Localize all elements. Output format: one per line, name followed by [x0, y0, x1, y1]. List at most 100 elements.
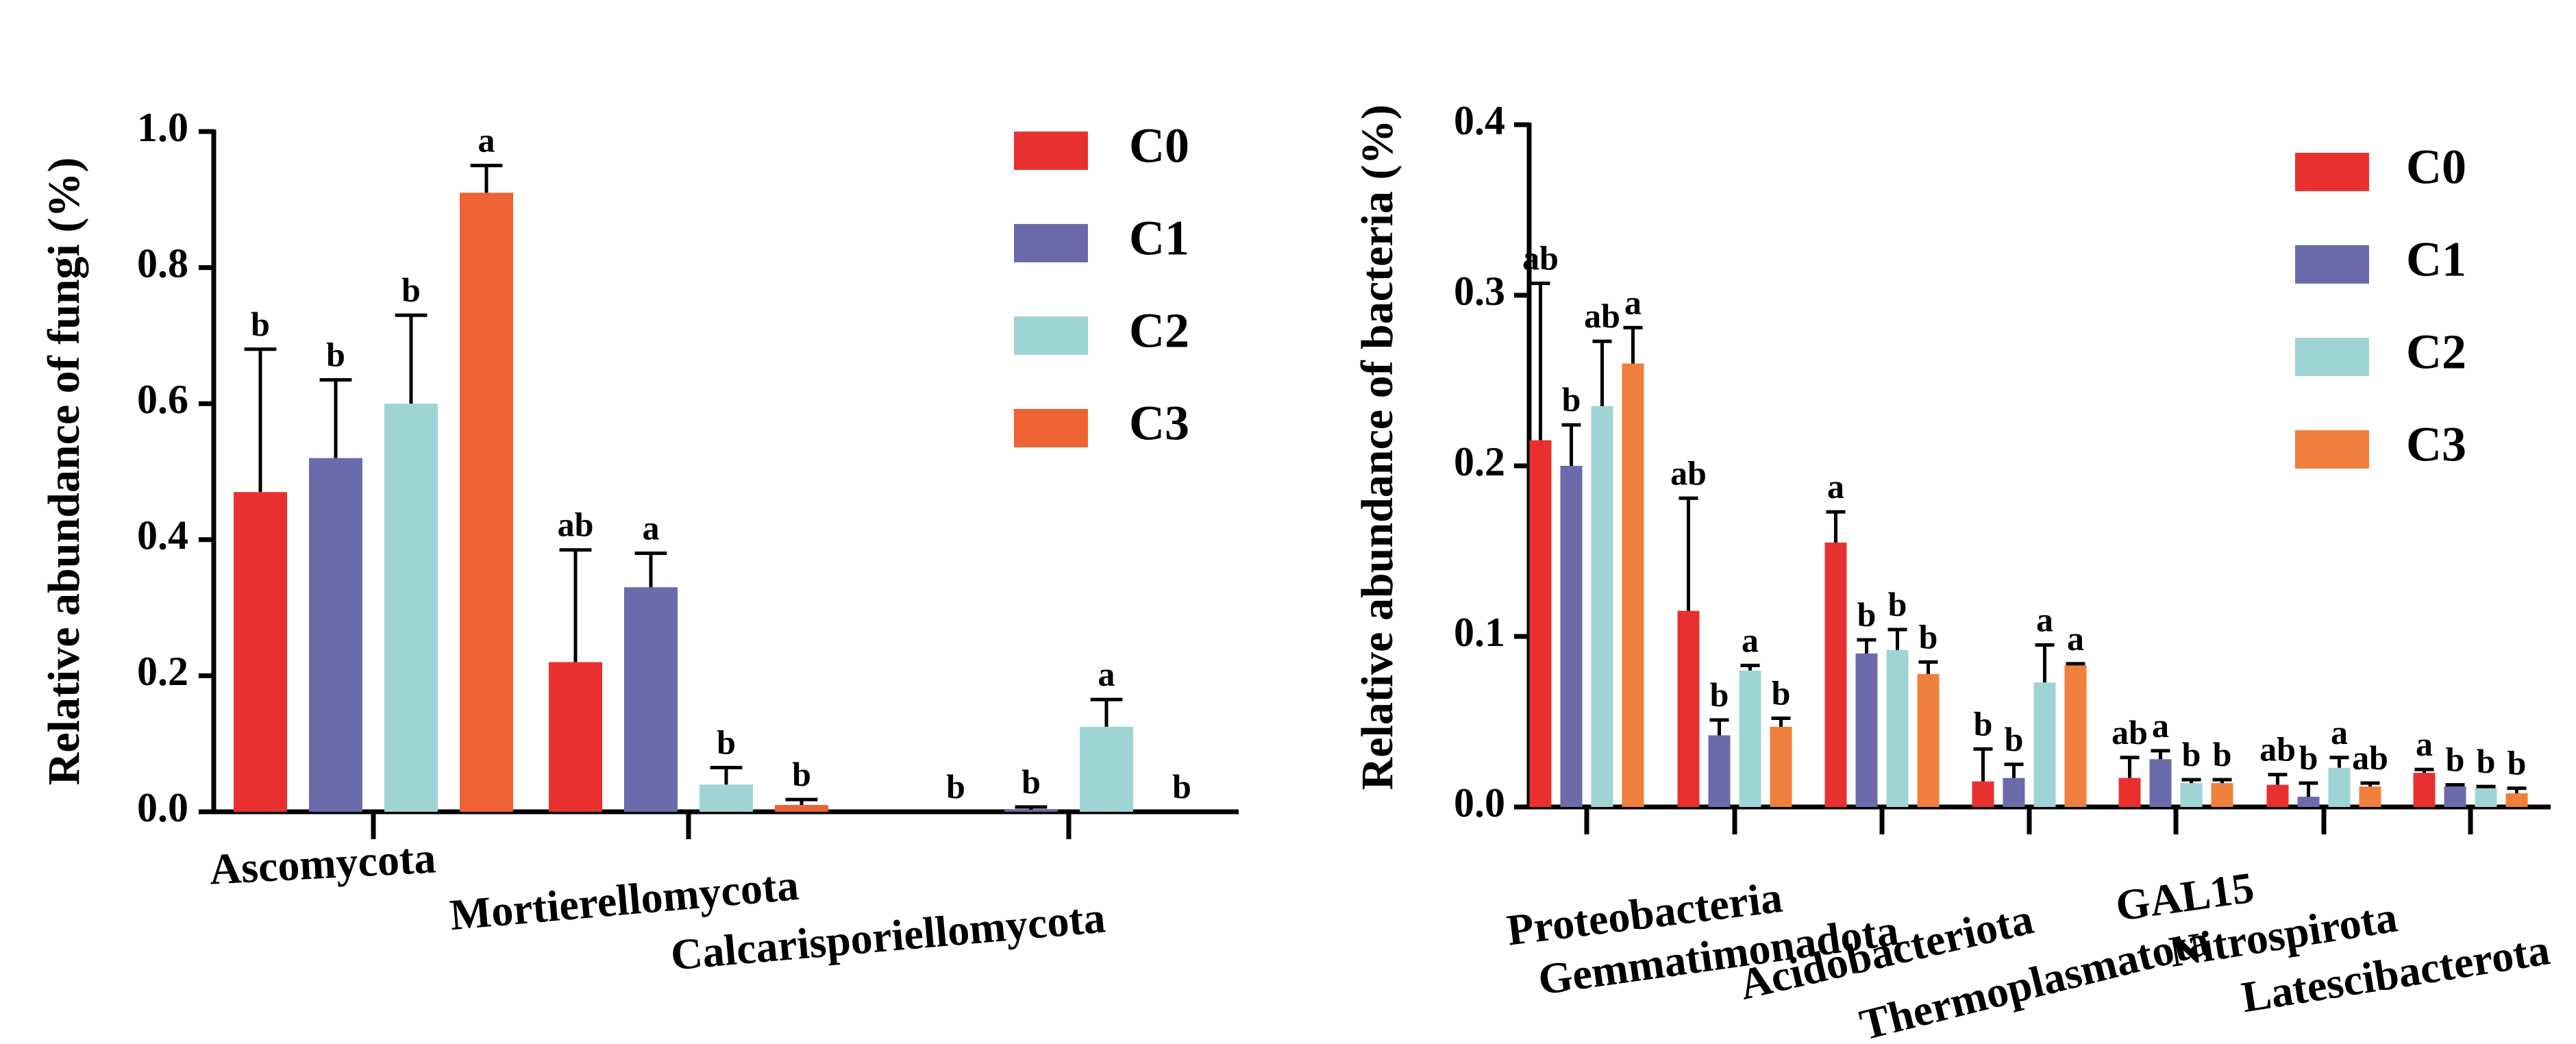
legend-label: C2	[2406, 325, 2466, 380]
legend-swatch	[1014, 132, 1088, 170]
significance-letter: b	[1172, 767, 1191, 806]
significance-letter: b	[1772, 674, 1791, 712]
y-tick-label: 0.4	[137, 513, 188, 558]
significance-letter: b	[946, 767, 965, 806]
bar	[234, 492, 287, 812]
legend-label: C3	[2406, 417, 2466, 472]
significance-letter: b	[1857, 595, 1877, 634]
bar	[2266, 784, 2289, 807]
bar	[2359, 786, 2381, 807]
bar	[1770, 726, 1792, 807]
significance-letter: b	[1888, 585, 1907, 623]
y-axis-label: Relative abundance of fungi (%)	[39, 158, 89, 786]
significance-letter: a	[2067, 619, 2084, 658]
y-tick-label: 0.0	[1454, 780, 1505, 825]
significance-letter: b	[2507, 744, 2527, 782]
bar	[1529, 440, 1552, 807]
significance-letter: a	[643, 509, 660, 547]
bacteria-chart: Relative abundance of bacteria (%) 0.0 0.1…	[1352, 98, 2553, 1044]
bar	[2033, 682, 2056, 807]
bar	[2413, 773, 2436, 807]
significance-letter: b	[1021, 762, 1041, 801]
significance-letter: b	[2005, 720, 2024, 758]
legend-label: C1	[1129, 211, 1189, 266]
legend-label: C2	[1129, 303, 1189, 358]
bar	[1824, 543, 1847, 807]
bar	[1972, 781, 1994, 807]
y-tick-label: 0.4	[1454, 98, 1505, 143]
bar	[1622, 363, 1644, 807]
significance-letter: b	[401, 271, 421, 309]
bar	[624, 587, 678, 812]
bar	[1708, 735, 1731, 807]
y-tick-label: 0.1	[1454, 610, 1505, 655]
legend-swatch	[2295, 245, 2369, 284]
significance-letter: b	[1562, 380, 1581, 419]
bar	[2505, 793, 2528, 807]
legend-swatch	[2295, 338, 2369, 376]
significance-letter: a	[2152, 706, 2169, 745]
legend-swatch	[1014, 224, 1088, 262]
bar	[549, 662, 602, 812]
bar	[699, 784, 753, 812]
y-tick-label: 0.6	[137, 377, 188, 422]
category-label: Ascomycota	[208, 833, 437, 893]
significance-letter: b	[2299, 738, 2318, 777]
y-axis-label: Relative abundance of bacteria (%)	[1352, 105, 1402, 791]
bar	[1677, 610, 1700, 807]
significance-letter: b	[717, 723, 736, 761]
significance-letter: a	[2036, 600, 2053, 638]
significance-letter: b	[2213, 735, 2232, 773]
bar	[1855, 653, 1878, 807]
bar	[2180, 783, 2203, 807]
bar	[2149, 759, 2172, 807]
significance-letter: a	[1827, 467, 1844, 506]
bar	[1917, 673, 1940, 807]
significance-letter: ab	[2111, 713, 2148, 751]
significance-letter: ab	[558, 506, 594, 544]
bar	[1591, 406, 1613, 807]
significance-letter: b	[2182, 735, 2201, 773]
bar	[1886, 649, 1909, 807]
bar	[384, 403, 438, 812]
y-tick-label: 0.8	[137, 240, 188, 286]
significance-letter: b	[1919, 617, 1938, 656]
significance-letter: b	[2477, 742, 2496, 780]
significance-letter: a	[2331, 713, 2348, 751]
bar	[1004, 810, 1058, 812]
bar	[1739, 670, 1761, 807]
y-tick-label: 0.2	[1454, 439, 1505, 484]
bar	[2118, 778, 2141, 807]
significance-letter: a	[1098, 655, 1115, 693]
bar	[1080, 726, 1133, 812]
legend-label: C0	[2406, 140, 2466, 195]
legend-label: C3	[1129, 396, 1189, 451]
bar	[309, 458, 362, 812]
y-tick-label: 0.2	[137, 649, 188, 694]
bar	[2064, 665, 2087, 807]
significance-letter: a	[2416, 725, 2433, 763]
significance-letter: b	[326, 335, 345, 373]
bar	[2444, 786, 2466, 807]
legend-label: C1	[2406, 232, 2466, 287]
bar	[2328, 767, 2351, 807]
y-tick-label: 0.0	[137, 785, 188, 830]
significance-letter: a	[1742, 621, 1759, 659]
significance-letter: a	[1624, 283, 1642, 321]
significance-letter: ab	[2259, 730, 2296, 769]
significance-letter: ab	[1670, 453, 1707, 492]
significance-letter: a	[478, 121, 495, 160]
legend-label: C0	[1129, 119, 1189, 173]
bar	[1560, 466, 1583, 807]
significance-letter: b	[1710, 675, 1729, 714]
significance-letter: ab	[1584, 297, 1620, 335]
significance-letter: ab	[2352, 738, 2388, 777]
legend-swatch	[1014, 316, 1088, 355]
bar	[460, 192, 513, 812]
significance-letter: ab	[1522, 239, 1559, 277]
y-tick-label: 1.0	[137, 105, 188, 150]
legend-swatch	[2295, 153, 2369, 191]
bar	[775, 805, 828, 812]
bar	[2003, 778, 2025, 807]
